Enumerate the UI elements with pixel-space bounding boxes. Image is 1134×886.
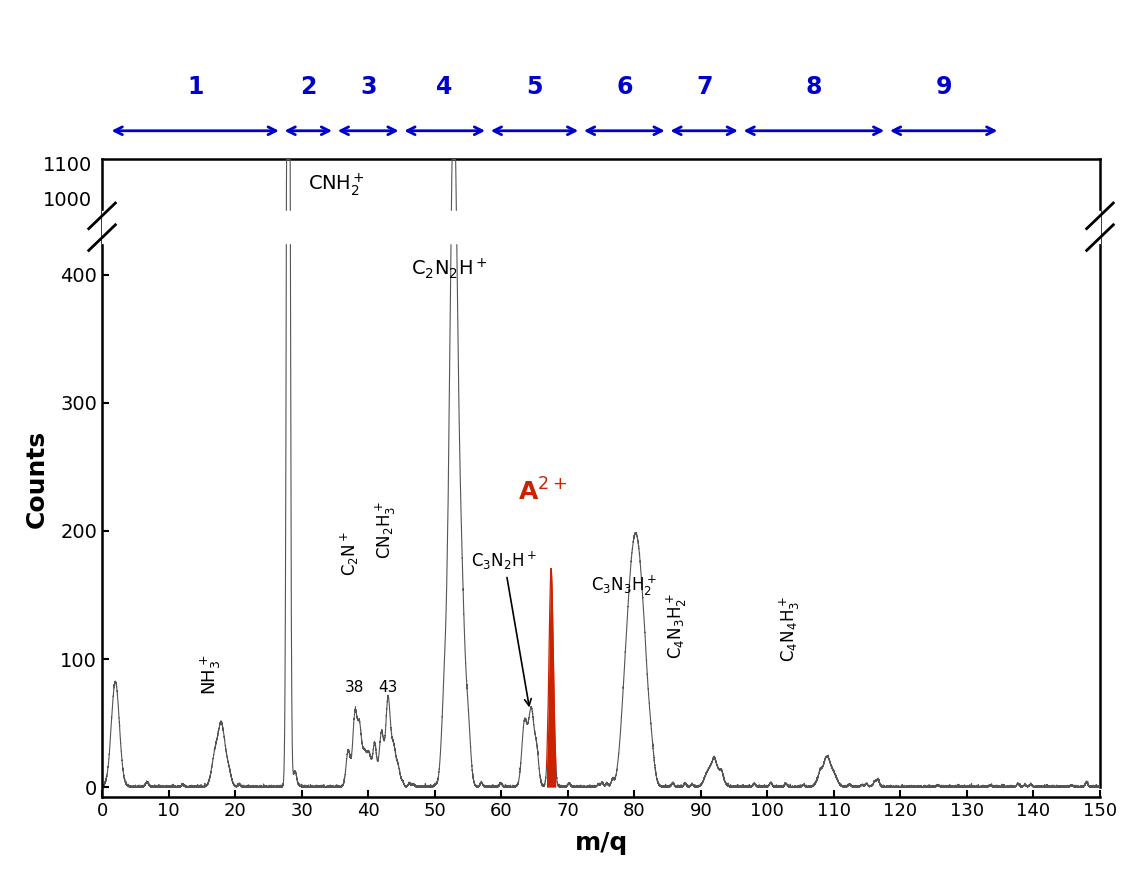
Text: 1100: 1100 (43, 157, 92, 175)
Text: 38: 38 (345, 680, 364, 695)
Text: 1000: 1000 (43, 191, 92, 210)
Text: C$_3$N$_3$H$_2^+$: C$_3$N$_3$H$_2^+$ (591, 573, 657, 597)
Text: CN$_2$H$_3^+$: CN$_2$H$_3^+$ (373, 501, 398, 559)
Text: 43: 43 (379, 680, 398, 695)
Text: C$_4$N$_3$H$_2^+$: C$_4$N$_3$H$_2^+$ (665, 594, 688, 659)
Text: C$_3$N$_2$H$^+$: C$_3$N$_2$H$^+$ (472, 549, 536, 706)
Text: 2: 2 (301, 75, 316, 99)
Text: CNH$_2^+$: CNH$_2^+$ (308, 171, 365, 198)
Text: 8: 8 (805, 75, 822, 99)
Text: 5: 5 (526, 75, 543, 99)
Text: 7: 7 (696, 75, 712, 99)
Text: NH$_3^+$: NH$_3^+$ (198, 655, 222, 695)
Text: 1: 1 (187, 75, 203, 99)
Text: C$_2$N$_2$H$^+$: C$_2$N$_2$H$^+$ (412, 257, 488, 281)
X-axis label: m/q: m/q (575, 831, 627, 855)
Text: 4: 4 (437, 75, 452, 99)
Text: A$^{2+}$: A$^{2+}$ (518, 478, 567, 505)
Text: 9: 9 (936, 75, 951, 99)
Text: C$_4$N$_4$H$_3^+$: C$_4$N$_4$H$_3^+$ (777, 596, 802, 662)
Y-axis label: Counts: Counts (25, 430, 49, 527)
Text: 6: 6 (616, 75, 633, 99)
Text: C$_2$N$^+$: C$_2$N$^+$ (338, 531, 361, 576)
Text: 3: 3 (359, 75, 376, 99)
